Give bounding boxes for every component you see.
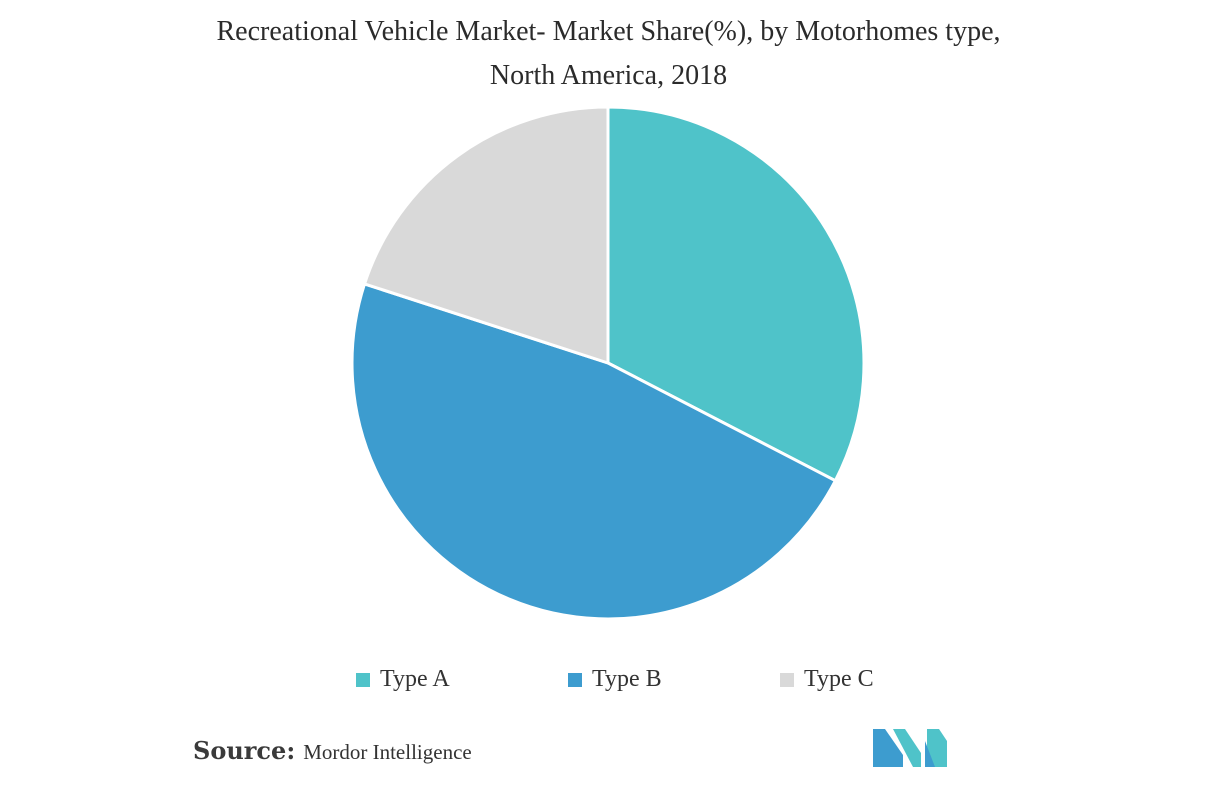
logo-shape-left <box>873 729 903 767</box>
pie-slice-type-b <box>350 282 837 621</box>
pie-slice-type-a <box>606 105 866 483</box>
legend-swatch-type-b <box>568 672 582 687</box>
chart-title-line2: North America, 2018 <box>489 60 728 91</box>
logo-shape-right <box>927 729 947 767</box>
legend-swatch-type-a <box>356 672 370 687</box>
legend-label-type-c: Type C <box>804 666 874 692</box>
mordor-intelligence-logo-icon <box>873 729 947 767</box>
legend-swatch-type-c <box>780 672 794 687</box>
legend-item-type-b: Type B <box>568 666 662 693</box>
pie-slice-type-c <box>363 105 610 365</box>
legend-item-type-c: Type C <box>780 666 874 693</box>
chart-legend: Type A Type B Type C <box>0 666 1217 696</box>
source-note: Source: Mordor Intelligence <box>193 736 472 765</box>
logo-shape-middle <box>893 729 921 767</box>
pie-chart <box>350 105 866 621</box>
legend-label-type-a: Type A <box>380 666 450 692</box>
legend-label-type-b: Type B <box>592 666 662 692</box>
source-text: Mordor Intelligence <box>303 740 472 764</box>
chart-title-line1: Recreational Vehicle Market- Market Shar… <box>216 16 1001 47</box>
legend-item-type-a: Type A <box>356 666 450 693</box>
chart-title: Recreational Vehicle Market- Market Shar… <box>0 10 1217 98</box>
source-label: Source: <box>193 736 296 765</box>
logo-shape-right-inner <box>925 741 935 767</box>
